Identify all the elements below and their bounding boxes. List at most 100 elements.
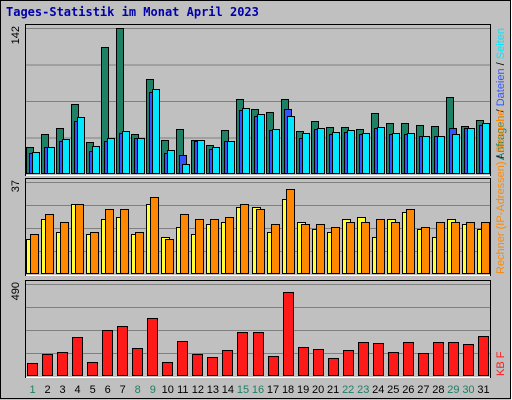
series-middle-besuche: [30, 189, 490, 274]
x-tick-day-9: 9: [150, 384, 156, 396]
bar-top-2-day-2: [47, 147, 55, 174]
x-tick-day-25: 25: [387, 384, 399, 396]
bar-top-2-day-13: [212, 147, 220, 174]
bar-top-2-day-30: [467, 128, 475, 174]
bar-bottom-0-day-21: [328, 358, 339, 376]
y-max-label-bottom: 490: [10, 282, 22, 300]
bar-bottom-0-day-4: [72, 337, 83, 376]
bar-bottom-0-day-12: [192, 354, 203, 376]
x-tick-day-18: 18: [282, 384, 294, 396]
bar-top-2-day-15: [242, 108, 250, 174]
bar-middle-1-day-24: [376, 219, 385, 274]
bar-top-2-day-23: [362, 133, 370, 174]
legend-entry-middle-3: Besuche: [495, 110, 507, 156]
x-tick-day-26: 26: [402, 384, 414, 396]
bar-top-2-day-21: [332, 132, 340, 174]
legend-entry-middle-1: (IP-Adressen): [495, 162, 507, 233]
bar-bottom-0-day-19: [298, 347, 309, 376]
bar-middle-1-day-5: [90, 232, 99, 274]
x-tick-day-12: 12: [192, 384, 204, 396]
chart-panels: 142 Anfragen / Dateien / Seiten 37 Rechner …: [10, 24, 507, 378]
bar-bottom-0-day-7: [117, 326, 128, 376]
bar-bottom-0-day-5: [87, 362, 98, 376]
bar-top-2-day-29: [452, 134, 460, 174]
x-tick-day-19: 19: [297, 384, 309, 396]
bar-middle-1-day-27: [421, 227, 430, 274]
bar-middle-1-day-9: [150, 197, 159, 274]
bar-bottom-0-day-8: [132, 348, 143, 376]
x-tick-day-4: 4: [75, 384, 81, 396]
x-tick-day-14: 14: [222, 384, 234, 396]
x-tick-day-10: 10: [162, 384, 174, 396]
x-tick-day-6: 6: [105, 384, 111, 396]
bar-middle-1-day-4: [75, 204, 84, 274]
y-max-label-top: 142: [10, 26, 22, 44]
x-tick-day-28: 28: [432, 384, 444, 396]
x-tick-day-20: 20: [312, 384, 324, 396]
bar-bottom-0-day-28: [433, 342, 444, 376]
x-tick-day-31: 31: [477, 384, 489, 396]
bar-bottom-0-day-30: [463, 344, 474, 376]
x-tick-day-3: 3: [60, 384, 66, 396]
bar-middle-1-day-23: [361, 222, 370, 274]
bar-top-2-day-20: [317, 128, 325, 174]
bar-bottom-0-day-15: [237, 332, 248, 376]
legend-entry-top-4: Seiten: [495, 28, 507, 62]
x-tick-day-15: 15: [237, 384, 249, 396]
bar-bottom-0-day-3: [57, 352, 68, 376]
bar-middle-1-day-12: [195, 219, 204, 274]
panel-bottom: 490 KB F: [10, 280, 507, 378]
bar-top-2-day-16: [257, 114, 265, 174]
bar-middle-1-day-29: [451, 222, 460, 274]
bar-bottom-0-day-10: [162, 362, 173, 376]
x-tick-day-30: 30: [462, 384, 474, 396]
bar-bottom-0-day-17: [268, 356, 279, 376]
x-tick-day-21: 21: [327, 384, 339, 396]
legend-entry-middle-0: Rechner: [495, 232, 507, 274]
bar-top-2-day-6: [107, 138, 115, 174]
bar-bottom-0-day-27: [418, 353, 429, 376]
x-tick-day-27: 27: [417, 384, 429, 396]
legend-entry-middle-2: /: [495, 154, 507, 161]
panel-middle: 37 Rechner (IP-Adressen) / Besuche: [10, 110, 507, 276]
bar-middle-1-day-30: [466, 222, 475, 274]
bar-bottom-0-day-14: [222, 350, 233, 376]
bar-bottom-0-day-9: [147, 318, 158, 376]
bar-bottom-0-day-29: [448, 342, 459, 376]
bar-middle-1-day-11: [180, 214, 189, 274]
legend-entry-top-3: /: [495, 61, 507, 68]
bar-bottom-0-day-13: [207, 357, 218, 376]
x-tick-day-29: 29: [447, 384, 459, 396]
bar-bottom-0-day-6: [102, 330, 113, 376]
bar-top-2-day-18: [287, 116, 295, 174]
y-max-label-middle: 37: [10, 180, 22, 192]
legend-entry-top-0: Anfragen: [495, 115, 507, 160]
bar-middle-1-day-13: [210, 219, 219, 274]
x-tick-day-8: 8: [135, 384, 141, 396]
bar-top-2-day-9: [152, 89, 160, 174]
bar-middle-1-day-10: [165, 239, 174, 274]
x-tick-day-16: 16: [252, 384, 264, 396]
bar-bottom-0-day-25: [388, 352, 399, 376]
bar-bottom-0-day-31: [478, 336, 489, 376]
bar-top-2-day-8: [137, 138, 145, 174]
x-tick-day-2: 2: [44, 384, 50, 396]
bar-top-2-day-7: [122, 131, 130, 174]
bar-middle-1-day-6: [105, 209, 114, 274]
legend-entry-bottom-1: F: [495, 351, 507, 361]
x-tick-day-11: 11: [177, 384, 188, 396]
bar-top-2-day-10: [167, 150, 175, 174]
bar-middle-1-day-7: [120, 209, 129, 274]
bar-middle-1-day-21: [331, 227, 340, 274]
bar-middle-1-day-1: [30, 234, 39, 274]
bar-bottom-0-day-18: [283, 292, 294, 376]
bar-middle-1-day-31: [481, 222, 490, 274]
x-tick-day-22: 22: [342, 384, 354, 396]
bar-bottom-0-day-20: [313, 349, 324, 376]
bar-middle-1-day-19: [301, 224, 310, 274]
bar-middle-1-day-26: [406, 209, 415, 274]
bar-bottom-0-day-16: [253, 332, 264, 376]
bar-middle-1-day-2: [45, 214, 54, 274]
x-tick-day-1: 1: [29, 384, 35, 396]
